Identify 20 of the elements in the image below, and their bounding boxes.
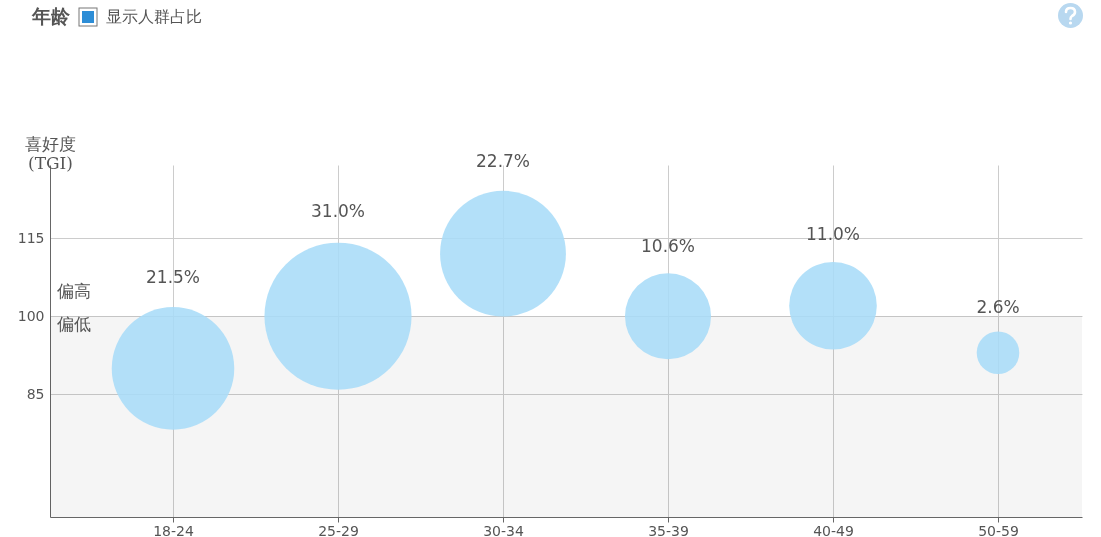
x-tick-label: 30-34 (483, 522, 524, 537)
data-label: 21.5% (145, 267, 201, 288)
data-label: 11.0% (805, 224, 861, 245)
y-tick-label: 115 (17, 229, 45, 246)
y-axis-title: 喜好度 (TGI) (25, 133, 76, 173)
data-label: 31.0% (310, 201, 366, 222)
y-tick-label: 100 (17, 307, 45, 324)
x-tick-label: 40-49 (813, 522, 854, 537)
x-tick-label: 18-24 (153, 522, 194, 537)
x-tick-label: 50-59 (978, 522, 1019, 537)
chart-subtitle: 显示人群占比 (106, 6, 202, 28)
annotation: 偏低 (57, 313, 91, 336)
x-tick-label: 35-39 (648, 522, 689, 537)
data-label: 2.6% (976, 296, 1020, 317)
y-tick-label: 85 (26, 385, 45, 402)
data-label: 22.7% (475, 150, 531, 171)
chart-title: 年龄 (32, 4, 70, 29)
x-tick-label: 25-29 (318, 522, 359, 537)
annotation: 偏高 (57, 280, 91, 303)
data-label: 10.6% (640, 235, 696, 256)
